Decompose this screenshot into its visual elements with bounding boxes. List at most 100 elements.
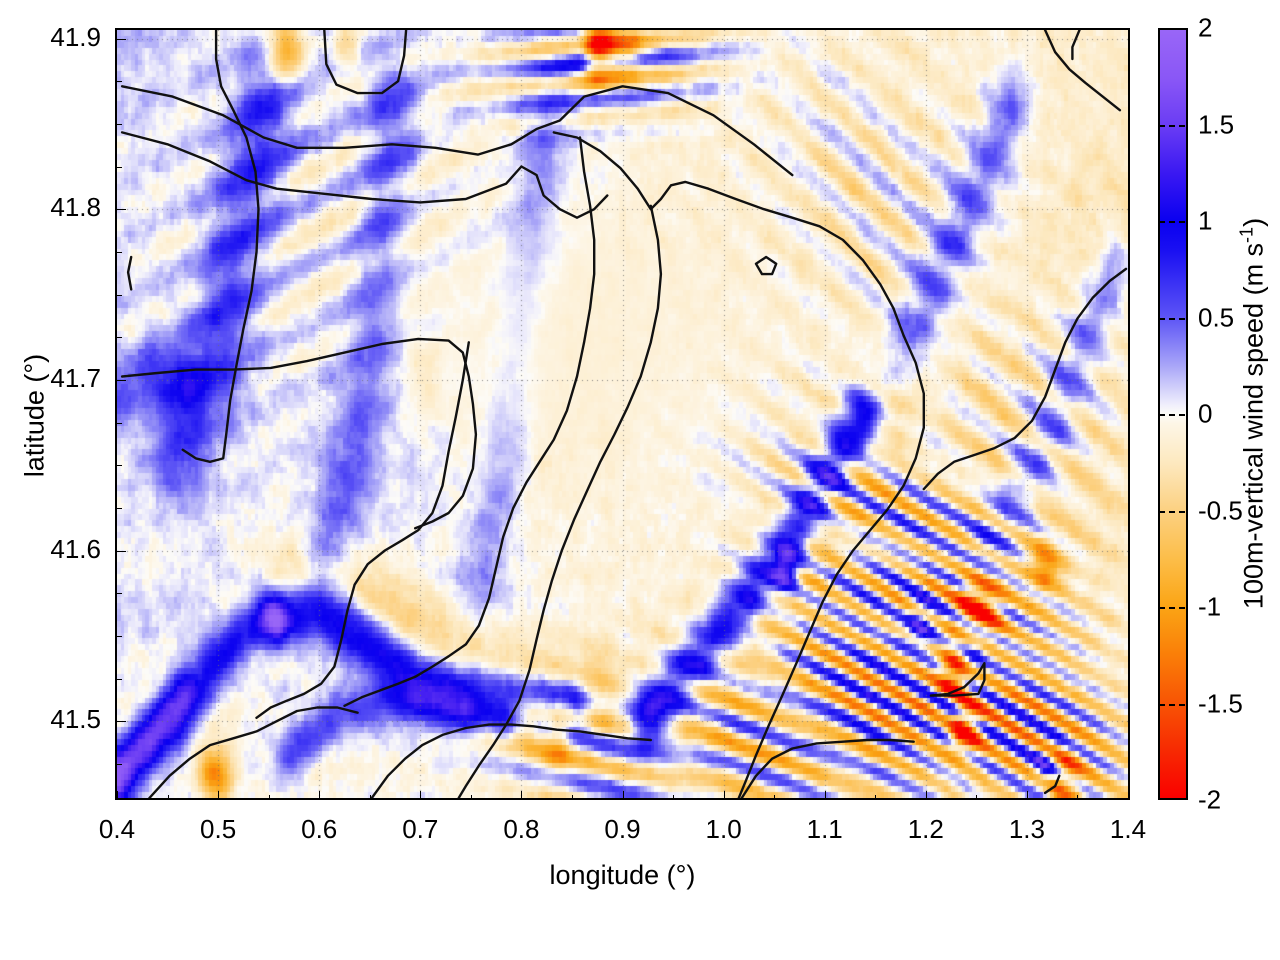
heatmap-raster <box>117 30 1128 798</box>
colorbar-tick <box>1159 124 1185 127</box>
colorbar-title: 100m-vertical wind speed (m s-1) <box>1237 19 1270 809</box>
colorbar-title-exponent: -1 <box>1236 226 1257 243</box>
colorbar-tick-label: -2 <box>1198 784 1222 815</box>
boundary-polyline <box>1071 30 1081 61</box>
xaxis-tick-minor <box>875 795 877 800</box>
xaxis-tick-minor <box>167 795 169 800</box>
colorbar-tick <box>1159 221 1185 223</box>
colorbar-tick-label: 2 <box>1198 12 1213 43</box>
colorbar-tick-label: -0.5 <box>1198 495 1243 525</box>
yaxis-tick-minor <box>117 422 122 424</box>
yaxis-tick-minor <box>117 593 122 595</box>
colorbar-tick-label: 0.5 <box>1198 302 1235 332</box>
xaxis-tick-minor <box>673 795 675 800</box>
boundary-polyline <box>120 85 794 177</box>
boundary-polyline <box>126 255 133 291</box>
boundary-polyline <box>929 662 986 697</box>
xaxis-tick-major <box>622 791 624 800</box>
boundary-polyline <box>120 337 478 530</box>
colorbar-tick <box>1159 414 1185 416</box>
xaxis-tick-minor <box>1077 795 1079 800</box>
yaxis-tick-minor <box>117 763 122 765</box>
boundary-overlay <box>120 30 1128 798</box>
xaxis-tick-major <box>117 791 118 800</box>
colorbar-tick-label: 0 <box>1198 398 1213 429</box>
colorbar-title-main: 100m-vertical wind speed (m s <box>1238 242 1269 610</box>
yaxis-tick-major <box>117 550 126 552</box>
yaxis-tick-minor <box>117 81 122 83</box>
colorbar-title-close: ) <box>1238 217 1269 227</box>
xaxis-tick-major <box>723 791 725 800</box>
boundary-polyline <box>255 341 470 719</box>
boundary-polyline <box>1043 30 1122 112</box>
xaxis-tick-label: 1.1 <box>806 814 843 844</box>
yaxis-tick-label: 41.6 <box>50 533 101 564</box>
boundary-polyline <box>737 307 925 798</box>
boundary-polyline <box>323 30 408 95</box>
xaxis-tick-label: 0.5 <box>200 814 237 844</box>
yaxis-tick-minor <box>117 251 122 253</box>
boundary-polyline <box>370 723 652 798</box>
xaxis-tick-major <box>824 791 826 800</box>
yaxis-tick-major <box>117 209 126 211</box>
xaxis-title: longitude (°) <box>549 860 696 890</box>
xaxis-tick-major <box>521 791 523 800</box>
colorbar[interactable]: 2 1.5 1 0.5 0 -0.5 -1 -1.5 -2 100m-vertical wind… <box>1158 13 1280 815</box>
xaxis-tick-label: 0.4 <box>98 814 136 844</box>
xaxis-tick-major <box>319 791 321 800</box>
colorbar-tick-label: -1.5 <box>1198 688 1243 718</box>
yaxis-title: latitude (°) <box>19 353 50 478</box>
colorbar-tick <box>1159 607 1185 609</box>
colorbar-tick <box>1159 317 1185 320</box>
boundary-polyline <box>457 204 663 798</box>
yaxis-tick-minor <box>117 294 122 296</box>
xaxis-tick-major <box>1026 791 1028 800</box>
boundary-polyline <box>120 131 609 219</box>
yaxis-tick-minor <box>117 337 122 339</box>
xaxis-tick-major <box>925 791 927 800</box>
xaxis-tick-major <box>218 791 220 800</box>
boundary-polyline <box>343 136 596 707</box>
xaxis-tick-label: 1.2 <box>907 814 944 844</box>
yaxis-tick-label: 41.9 <box>50 21 101 52</box>
xaxis-tick-minor <box>470 795 472 800</box>
colorbar-tick <box>1159 703 1185 706</box>
yaxis-tick-label: 41.5 <box>50 704 101 735</box>
boundary-polyline <box>754 255 778 276</box>
yaxis-tick-major <box>117 38 126 40</box>
yaxis-tick-minor <box>117 123 122 125</box>
yaxis-tick-major <box>117 721 126 723</box>
xaxis-tick-label: 1.0 <box>705 814 742 844</box>
yaxis-tick-minor <box>117 678 122 680</box>
xaxis-tick-label: 0.9 <box>604 814 641 844</box>
yaxis-tick-minor <box>117 507 122 509</box>
colorbar-tick-label: -1 <box>1198 591 1222 622</box>
boundary-polyline <box>552 131 895 310</box>
yaxis-tick-minor <box>117 166 122 168</box>
yaxis-tick-minor <box>117 635 122 637</box>
xaxis-tick-major <box>420 791 422 800</box>
xaxis-tick-minor <box>976 795 978 800</box>
boundary-polyline <box>148 706 359 798</box>
boundary-polyline <box>181 30 260 463</box>
xaxis-tick-major <box>1128 791 1129 800</box>
yaxis-tick-minor <box>117 465 122 467</box>
colorbar-tick-label: 1 <box>1198 205 1213 236</box>
boundary-polyline <box>740 738 915 798</box>
xaxis-tick-minor <box>571 795 573 800</box>
colorbar-tick <box>1159 510 1185 513</box>
boundary-polyline <box>922 267 1128 491</box>
xaxis-tick-minor <box>268 795 270 800</box>
xaxis-tick-label: 0.8 <box>503 814 540 844</box>
xaxis-tick-minor <box>774 795 776 800</box>
xaxis-tick-label: 0.7 <box>402 814 439 844</box>
yaxis-tick-major <box>117 379 126 381</box>
xaxis-tick-minor <box>369 795 371 800</box>
xaxis-tick-label: 1.3 <box>1008 814 1045 844</box>
yaxis-tick-label: 41.8 <box>50 192 101 223</box>
xaxis-tick-label: 0.6 <box>301 814 338 844</box>
colorbar-tick-label: 1.5 <box>1198 109 1235 139</box>
xaxis-tick-label: 1.4 <box>1109 814 1147 844</box>
plot-area[interactable] <box>115 28 1130 800</box>
